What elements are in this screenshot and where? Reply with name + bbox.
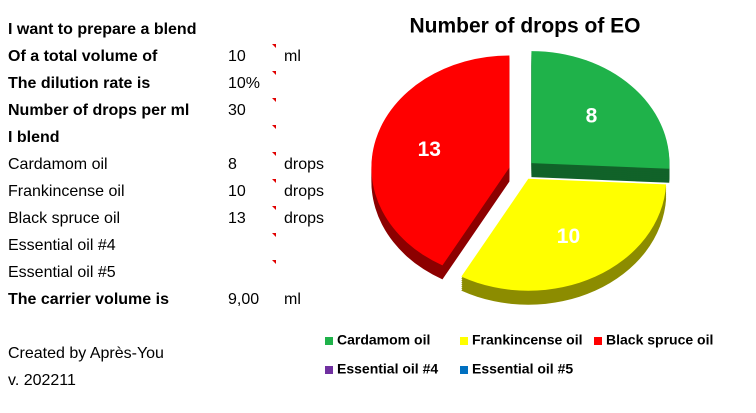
row-label: I blend (8, 129, 60, 146)
row-label: The dilution rate is (8, 75, 150, 92)
version: v. 202211 (8, 372, 76, 389)
legend-swatch (325, 366, 333, 374)
legend-swatch (594, 337, 602, 345)
row-unit: drops (284, 210, 324, 227)
cell-marker (272, 44, 276, 48)
cell-marker (272, 71, 276, 75)
cell-marker (272, 233, 276, 237)
row-unit: ml (284, 291, 301, 308)
row-label: Of a total volume of (8, 48, 158, 65)
row-value: 8 (228, 156, 237, 173)
row-label: Essential oil #4 (8, 237, 116, 254)
row-label: Cardamom oil (8, 156, 108, 173)
row-label: Number of drops per ml (8, 102, 189, 119)
row-label: Essential oil #5 (8, 264, 116, 281)
row-unit: drops (284, 183, 324, 200)
row-unit: ml (284, 48, 301, 65)
pie-slice (371, 55, 510, 266)
row-value: 9,00 (228, 291, 259, 308)
row-label: The carrier volume is (8, 291, 169, 308)
cell-marker (272, 206, 276, 210)
row-value: 30 (228, 102, 246, 119)
legend-label: Essential oil #5 (472, 361, 573, 377)
row-label: Black spruce oil (8, 210, 120, 227)
legend-label: Cardamom oil (337, 332, 430, 348)
pie-slice (531, 51, 670, 169)
cell-marker (272, 260, 276, 264)
data-label: 8 (586, 104, 598, 127)
cell-marker (272, 152, 276, 156)
cell-marker (272, 179, 276, 183)
cell-marker (272, 98, 276, 102)
legend-swatch (460, 366, 468, 374)
row-unit: drops (284, 156, 324, 173)
legend-swatch (325, 337, 333, 345)
row-value: 10 (228, 183, 246, 200)
legend-label: Black spruce oil (606, 332, 713, 348)
data-label: 13 (418, 138, 441, 161)
cell-marker (272, 125, 276, 129)
legend-swatch (460, 337, 468, 345)
credit: Created by Après-You (8, 345, 164, 362)
pie-slice (461, 178, 667, 291)
chart-title: Number of drops of EO (410, 15, 641, 38)
row-label: Frankincense oil (8, 183, 125, 200)
row-value: 13 (228, 210, 246, 227)
row-value: 10% (228, 75, 260, 92)
row-value: 10 (228, 48, 246, 65)
data-label: 10 (557, 225, 580, 248)
row-label: I want to prepare a blend (8, 21, 196, 38)
legend-label: Essential oil #4 (337, 361, 438, 377)
legend-label: Frankincense oil (472, 332, 582, 348)
